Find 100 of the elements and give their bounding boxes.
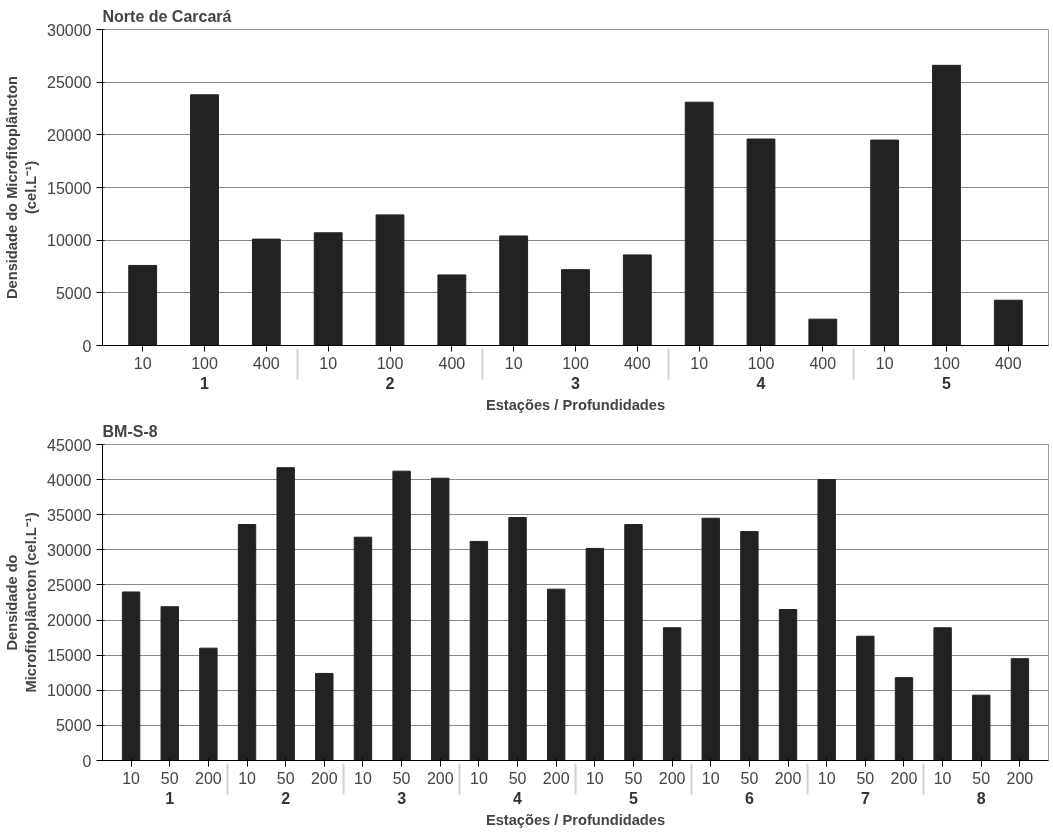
- bar: [561, 269, 590, 346]
- x-tick-label: 10: [817, 769, 836, 787]
- bar: [622, 254, 652, 346]
- bar: [121, 591, 141, 761]
- text: 5: [629, 789, 639, 807]
- bar: [315, 672, 334, 761]
- bar: [508, 517, 527, 761]
- bar: [817, 479, 836, 761]
- text: 2: [281, 789, 291, 807]
- y-tick-label: 0: [82, 752, 92, 770]
- x-tick-label: 200: [658, 769, 686, 787]
- bar: [313, 232, 343, 346]
- x-tick-label: 200: [426, 769, 454, 787]
- x-tick-label: 100: [191, 354, 218, 372]
- x-tick-label: 400: [809, 354, 837, 372]
- y-tick-label: 25000: [47, 74, 92, 92]
- x-tick-label: 200: [310, 769, 338, 787]
- bar: [894, 677, 914, 761]
- bar: [932, 64, 961, 346]
- x-tick-label: 400: [994, 354, 1022, 372]
- x-tick-label: 10: [875, 354, 894, 372]
- y-tick-label: 10000: [47, 682, 92, 700]
- chart-title: Norte de Carcará: [102, 7, 232, 25]
- text: 3: [397, 789, 407, 807]
- bar: [392, 470, 411, 761]
- x-tick-label: 10: [354, 769, 372, 787]
- x-tick-label: 200: [774, 769, 802, 787]
- y-tick-label: 40000: [47, 471, 92, 489]
- y-tick-label: 20000: [47, 126, 92, 144]
- x-tick-label: 100: [562, 354, 589, 372]
- x-tick-label: 50: [508, 769, 527, 787]
- bar: [128, 264, 158, 346]
- bar: [740, 531, 759, 761]
- bar: [431, 477, 450, 761]
- x-tick-label: 200: [1006, 769, 1034, 787]
- x-tick-label: 400: [623, 354, 651, 372]
- x-tick-label: 200: [542, 769, 570, 787]
- x-tick-label: 50: [740, 769, 759, 787]
- bar: [469, 540, 489, 761]
- x-tick-label: 10: [133, 354, 152, 372]
- x-tick-label: 50: [276, 769, 295, 787]
- x-tick-label: 50: [160, 769, 179, 787]
- x-tick-label: 100: [376, 354, 404, 372]
- y-tick-label: 10000: [47, 232, 92, 250]
- y-tick-label: 45000: [47, 436, 92, 454]
- x-tick-label: 10: [122, 769, 141, 787]
- bar: [662, 627, 682, 761]
- bar: [546, 588, 566, 761]
- bar: [190, 94, 219, 346]
- x-tick-label: 10: [319, 354, 338, 372]
- x-tick-label: 50: [624, 769, 643, 787]
- text: 8: [976, 789, 986, 807]
- y-tick-label: 0: [82, 337, 92, 355]
- x-tick-label: 10: [690, 354, 709, 372]
- x-tick-label: 400: [253, 354, 280, 372]
- bar: [499, 235, 529, 346]
- x-tick-label: 50: [856, 769, 875, 787]
- x-tick-label: 10: [701, 769, 720, 787]
- y-tick-label: 20000: [47, 612, 92, 630]
- text: 2: [385, 374, 395, 392]
- x-tick-label: 100: [933, 354, 960, 372]
- text: 4: [756, 374, 766, 392]
- bar: [1010, 658, 1030, 761]
- bar: [199, 647, 218, 761]
- bar: [375, 214, 405, 346]
- bar: [353, 536, 373, 761]
- bar: [778, 609, 798, 761]
- bar: [624, 524, 643, 761]
- bar: [684, 101, 714, 346]
- text: 7: [860, 789, 870, 807]
- y-tick-label: 25000: [47, 576, 92, 594]
- x-axis-title: Estações / Profundidades: [485, 811, 666, 828]
- bar: [701, 517, 720, 761]
- bar: [856, 635, 875, 761]
- text: 3: [571, 374, 581, 392]
- bar: [237, 524, 257, 761]
- x-tick-label: 100: [747, 354, 775, 372]
- x-tick-label: 50: [972, 769, 991, 787]
- y-tick-label: 30000: [47, 541, 92, 559]
- bar: [160, 606, 179, 761]
- y-tick-label: 5000: [55, 284, 92, 302]
- bar: [746, 138, 776, 346]
- y-axis-title: Densidade do Microfitoplâncton (cel.L⁻¹): [3, 512, 40, 693]
- bar: [585, 547, 605, 761]
- x-tick-label: 50: [392, 769, 411, 787]
- x-tick-label: 10: [585, 769, 604, 787]
- x-tick-label: 10: [469, 769, 488, 787]
- x-tick-label: 10: [933, 769, 952, 787]
- x-tick-label: 10: [238, 769, 257, 787]
- chart-title: BM-S-8: [102, 422, 158, 440]
- y-tick-label: 15000: [47, 647, 92, 665]
- text: 1: [165, 789, 175, 807]
- bar: [993, 299, 1023, 346]
- y-tick-label: 5000: [55, 717, 92, 735]
- y-axis-title: Densidade do Microfitoplâncton (cel.L⁻¹): [3, 75, 40, 300]
- bar: [933, 627, 952, 761]
- y-tick-label: 30000: [47, 21, 92, 39]
- bar: [870, 139, 900, 346]
- x-axis-title: Estações / Profundidades: [485, 396, 666, 413]
- y-tick-label: 35000: [47, 506, 92, 524]
